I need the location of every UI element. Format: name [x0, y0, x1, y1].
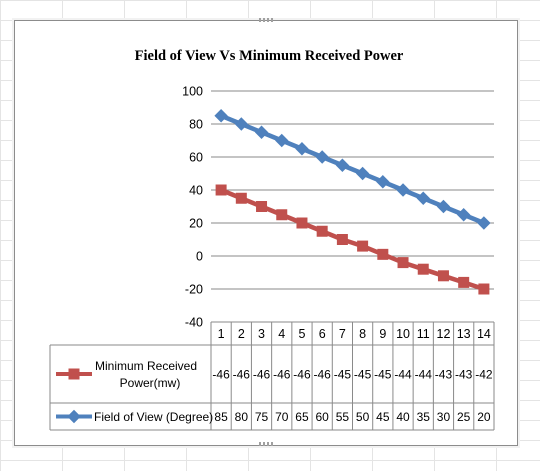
category-label: 13	[457, 327, 471, 341]
table-cell-value: 20	[477, 410, 491, 424]
data-point-diamond	[436, 199, 451, 214]
y-tick-label: 60	[189, 151, 203, 165]
data-point-diamond	[67, 409, 81, 424]
table-cell-value: 35	[417, 410, 431, 424]
table-cell-value: -46	[212, 368, 230, 382]
table-cell-value: -46	[314, 368, 332, 382]
legend-label: Field of View (Degree)	[94, 410, 213, 424]
resize-handle-top[interactable]	[259, 18, 273, 22]
chart-area[interactable]: Field of View Vs Minimum Received Power …	[14, 18, 518, 446]
table-cell-value: -45	[334, 368, 352, 382]
data-point-square	[296, 217, 308, 229]
y-tick-label: 100	[182, 85, 203, 99]
data-point-diamond	[275, 133, 289, 148]
y-tick-label: 80	[189, 118, 203, 132]
data-point-diamond	[376, 175, 390, 189]
table-cell-value: -46	[253, 368, 271, 382]
table-cell-value: -43	[435, 368, 453, 382]
data-point-diamond	[416, 191, 430, 205]
data-point-diamond	[477, 216, 491, 230]
chart-title: Field of View Vs Minimum Received Power	[135, 48, 404, 64]
table-cell-value: 80	[235, 410, 249, 424]
table-cell-value: 70	[275, 410, 289, 424]
table-cell-value: 40	[396, 410, 410, 424]
table-cell-value: 30	[437, 410, 451, 424]
data-point-square	[417, 263, 429, 275]
data-point-square	[235, 192, 247, 204]
line-chart: Field of View Vs Minimum Received Power …	[49, 48, 495, 431]
data-point-square	[68, 368, 80, 380]
resize-handle-bottom[interactable]	[259, 442, 273, 446]
data-point-diamond	[295, 142, 309, 156]
table-cell-value: -43	[455, 368, 473, 382]
table-cell-value: 55	[336, 410, 350, 424]
table-cell-value: 45	[376, 410, 390, 424]
data-point-square	[215, 184, 227, 196]
data-point-diamond	[315, 150, 329, 164]
table-cell-value: -45	[354, 368, 372, 382]
category-label: 5	[298, 327, 305, 341]
category-label: 3	[258, 327, 265, 341]
category-label: 4	[278, 327, 285, 341]
data-point-square	[478, 283, 490, 295]
table-cell-value: 65	[295, 410, 309, 424]
data-point-square	[336, 234, 348, 245]
table-cell-value: -46	[233, 368, 251, 382]
category-label: 1	[218, 327, 225, 341]
data-point-diamond	[234, 117, 249, 131]
data-point-square	[437, 270, 449, 282]
category-label: 11	[417, 327, 430, 341]
legend-label: Power(mw)	[120, 376, 181, 390]
y-tick-label: -20	[185, 283, 203, 297]
y-axis-ticks: 100 80 60 40 20 0 -20 -40	[182, 85, 203, 330]
data-point-square	[256, 201, 268, 212]
category-label: 10	[396, 327, 410, 341]
data-point-square	[276, 209, 288, 221]
data-point-square	[316, 225, 328, 237]
y-tick-label: 0	[196, 250, 203, 264]
table-cell-value: -42	[475, 368, 493, 382]
legend-label: Minimum Received	[95, 359, 197, 373]
data-point-diamond	[355, 166, 370, 181]
category-label: 9	[379, 327, 386, 341]
y-tick-label: 40	[189, 184, 203, 198]
category-label: 12	[437, 327, 451, 341]
table-cell-value: -44	[415, 368, 433, 382]
data-point-diamond	[456, 208, 471, 222]
category-label: 7	[339, 327, 346, 341]
table-cell-value: 75	[255, 410, 269, 424]
y-tick-label: -40	[185, 316, 203, 330]
table-cell-value: -44	[394, 368, 412, 382]
data-point-square	[357, 240, 369, 252]
category-label: 2	[238, 327, 245, 341]
category-label: 8	[359, 327, 366, 341]
table-cell-value: 85	[214, 410, 228, 424]
data-point-diamond	[254, 125, 269, 139]
table-cell-value: -46	[293, 368, 311, 382]
table-cell-value: -45	[374, 368, 392, 382]
data-point-diamond	[214, 109, 228, 123]
data-point-diamond	[335, 158, 350, 172]
table-cell-value: 60	[315, 410, 329, 424]
data-point-diamond	[396, 183, 410, 197]
y-tick-label: 20	[189, 217, 203, 231]
data-point-square	[397, 257, 409, 269]
table-cell-value: -46	[273, 368, 291, 382]
table-cell-value: 50	[356, 410, 370, 424]
data-point-square	[377, 248, 389, 260]
series-lines	[214, 109, 491, 295]
table-cell-value: 25	[457, 410, 471, 424]
data-point-square	[458, 276, 470, 288]
category-label: 6	[319, 327, 326, 341]
category-label: 14	[477, 327, 491, 341]
gridlines	[211, 90, 494, 323]
